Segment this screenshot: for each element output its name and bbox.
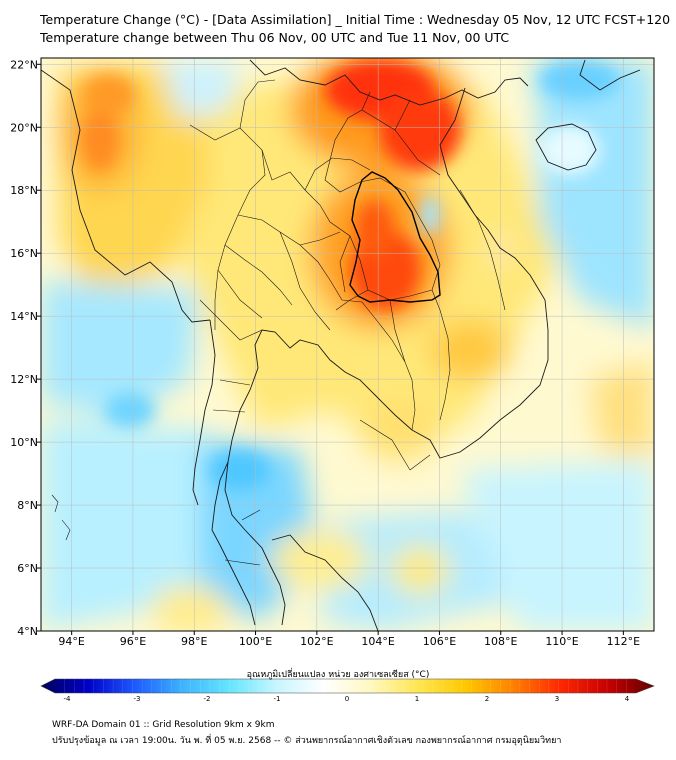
lon-tick-label: 110°E xyxy=(545,635,578,648)
colorbar-tick-label: -1 xyxy=(274,695,281,703)
colorbar-tick-label: -2 xyxy=(204,695,211,703)
lat-tick-label: 18°N xyxy=(10,184,38,197)
lat-tick-label: 4°N xyxy=(17,625,38,638)
colorbar-tick-label: 3 xyxy=(555,695,559,703)
country-border-laos-cambodia xyxy=(349,171,441,303)
lon-tick-label: 112°E xyxy=(607,635,640,648)
lon-tick-label: 102°E xyxy=(300,635,333,648)
colorbar-tick-label: 0 xyxy=(345,695,349,703)
lat-tick-label: 12°N xyxy=(10,373,38,386)
lon-tick-label: 108°E xyxy=(484,635,517,648)
colorbar: -4 -3 -2 -1 0 1 2 3 4 xyxy=(40,678,655,703)
colorbar-tick-label: -3 xyxy=(134,695,141,703)
map-frame xyxy=(40,57,655,632)
lat-tick-label: 14°N xyxy=(10,310,38,323)
lat-tick-label: 10°N xyxy=(10,436,38,449)
credit-line: ปรับปรุงข้อมูล ณ เวลา 19:00น. วัน พ. ที่… xyxy=(52,736,562,746)
lon-tick-label: 98°E xyxy=(181,635,207,648)
graticule xyxy=(41,58,654,631)
longitude-labels: 94°E 96°E 98°E 100°E 102°E 104°E 106°E 108°E 110… xyxy=(58,631,640,648)
colorbar-title: อุณหภูมิเปลี่ยนแปลง หน่วย องศาเซลเซียส (… xyxy=(246,670,430,680)
lat-tick-label: 16°N xyxy=(10,247,38,260)
colorbar-tick-label: 1 xyxy=(415,695,419,703)
lat-tick-label: 8°N xyxy=(17,499,38,512)
lon-tick-label: 104°E xyxy=(361,635,394,648)
colorbar-tick-label: 4 xyxy=(625,695,630,703)
colorbar-bar xyxy=(40,678,655,694)
lon-tick-label: 96°E xyxy=(120,635,146,648)
colorbar-tick-label: 2 xyxy=(485,695,489,703)
coastlines xyxy=(41,59,641,631)
map-title: Temperature Change (°C) - [Data Assimila… xyxy=(40,12,671,27)
latitude-labels: 22°N 20°N 18°N 16°N 14°N 12°N 10°N 8°N 6°N 4°N xyxy=(10,58,41,638)
temperature-field xyxy=(41,58,654,631)
lat-tick-label: 6°N xyxy=(17,562,38,575)
model-info: WRF-DA Domain 01 :: Grid Resolution 9km … xyxy=(52,720,275,730)
colorbar-tick-label: -4 xyxy=(64,695,72,703)
lon-tick-label: 94°E xyxy=(58,635,84,648)
lat-tick-label: 22°N xyxy=(10,58,38,71)
lon-tick-label: 106°E xyxy=(423,635,456,648)
map-subtitle: Temperature change between Thu 06 Nov, 0… xyxy=(40,30,510,45)
province-borders xyxy=(189,79,506,566)
lon-tick-label: 100°E xyxy=(239,635,272,648)
lat-tick-label: 20°N xyxy=(10,121,38,134)
